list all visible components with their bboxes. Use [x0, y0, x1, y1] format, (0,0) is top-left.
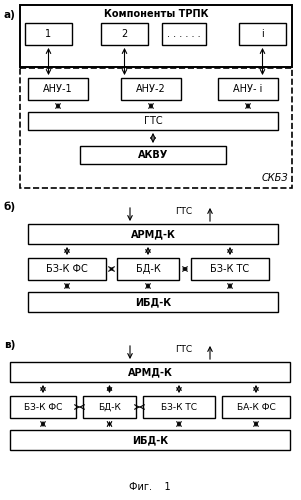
- Bar: [28, 78, 88, 100]
- Bar: [25, 23, 72, 45]
- Bar: [162, 23, 206, 45]
- Bar: [20, 5, 292, 67]
- Bar: [191, 258, 269, 280]
- Text: АНУ-2: АНУ-2: [136, 84, 166, 94]
- Bar: [10, 430, 290, 450]
- Bar: [101, 23, 148, 45]
- Text: БА-К ФС: БА-К ФС: [237, 402, 275, 411]
- Text: БД-К: БД-К: [136, 264, 160, 274]
- Bar: [80, 146, 226, 164]
- Text: АНУ- i: АНУ- i: [233, 84, 263, 94]
- Text: а): а): [4, 10, 16, 20]
- Text: БЗ-К ФС: БЗ-К ФС: [46, 264, 88, 274]
- Text: ИБД-К: ИБД-К: [132, 435, 168, 445]
- Bar: [222, 396, 290, 418]
- Text: АНУ-1: АНУ-1: [43, 84, 73, 94]
- Bar: [28, 224, 278, 244]
- Text: ГТС: ГТС: [175, 346, 192, 354]
- Bar: [10, 396, 76, 418]
- Text: i: i: [261, 29, 264, 39]
- Bar: [20, 68, 292, 188]
- Text: ИБД-К: ИБД-К: [135, 297, 171, 307]
- Text: Компоненты ТРПК: Компоненты ТРПК: [104, 9, 208, 19]
- Text: в): в): [4, 340, 15, 350]
- Text: АКВУ: АКВУ: [138, 150, 168, 160]
- Text: . . . . . .: . . . . . .: [167, 29, 201, 39]
- Bar: [28, 112, 278, 130]
- Text: 2: 2: [121, 29, 128, 39]
- Text: АРМД-К: АРМД-К: [128, 367, 172, 377]
- Bar: [28, 292, 278, 312]
- Text: БЗ-К ТС: БЗ-К ТС: [210, 264, 250, 274]
- Text: СКБЗ: СКБЗ: [261, 173, 288, 183]
- Text: Фиг.    1: Фиг. 1: [129, 482, 171, 492]
- Text: ГТС: ГТС: [144, 116, 162, 126]
- Text: 1: 1: [45, 29, 51, 39]
- Text: БД-К: БД-К: [98, 402, 121, 411]
- Bar: [28, 258, 106, 280]
- Bar: [83, 396, 136, 418]
- Bar: [143, 396, 215, 418]
- Text: БЗ-К ТС: БЗ-К ТС: [161, 402, 197, 411]
- Bar: [117, 258, 179, 280]
- Bar: [218, 78, 278, 100]
- Bar: [10, 362, 290, 382]
- Text: б): б): [4, 202, 16, 212]
- Bar: [239, 23, 286, 45]
- Text: ГТС: ГТС: [175, 208, 192, 216]
- Text: АРМД-К: АРМД-К: [131, 229, 175, 239]
- Text: БЗ-К ФС: БЗ-К ФС: [24, 402, 62, 411]
- Bar: [121, 78, 181, 100]
